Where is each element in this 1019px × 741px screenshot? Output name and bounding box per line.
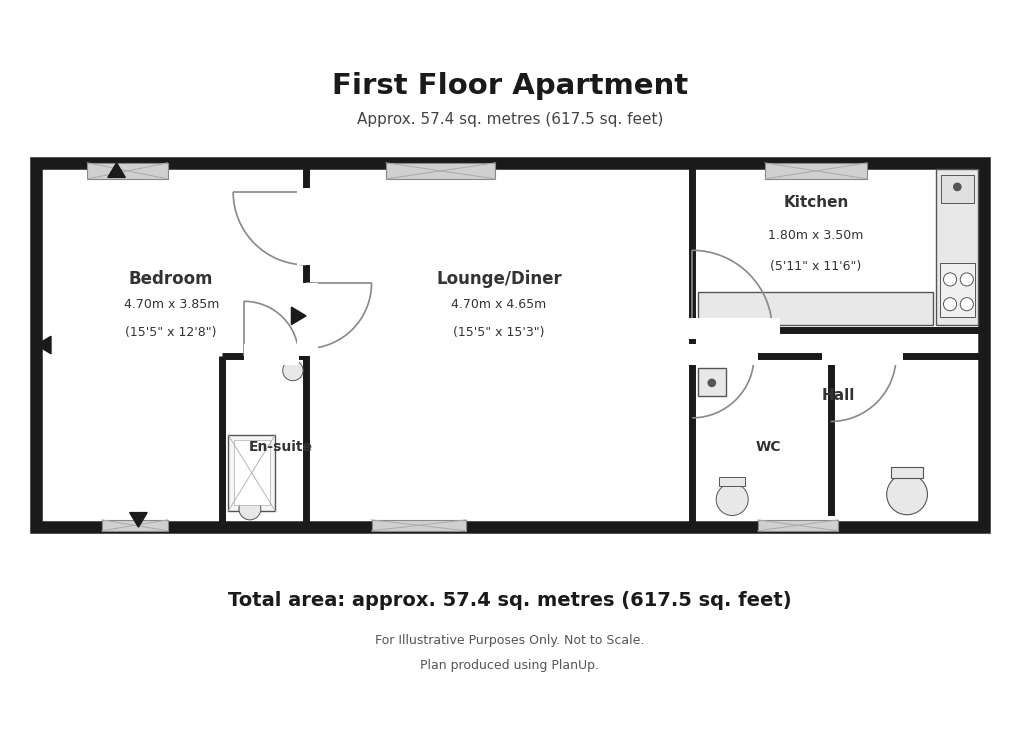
Bar (240, 494, 259, 501)
Text: Approx. 57.4 sq. metres (617.5 sq. feet): Approx. 57.4 sq. metres (617.5 sq. feet) (357, 112, 662, 127)
Circle shape (707, 379, 714, 387)
Bar (683, 318, 779, 339)
Bar (297, 188, 318, 265)
Text: Lounge/Diner: Lounge/Diner (436, 270, 561, 288)
Circle shape (943, 273, 956, 286)
Bar (386, 163, 495, 179)
Polygon shape (108, 163, 125, 177)
Bar (371, 516, 466, 531)
Text: First Floor Apartment: First Floor Apartment (331, 73, 688, 100)
Text: Total area: approx. 57.4 sq. metres (617.5 sq. feet): Total area: approx. 57.4 sq. metres (617… (228, 591, 791, 610)
Text: (15'5" x 12'8"): (15'5" x 12'8") (125, 326, 217, 339)
Polygon shape (129, 513, 147, 527)
Bar (37, 163, 982, 527)
Bar (102, 520, 167, 531)
Circle shape (282, 360, 303, 381)
Bar (718, 477, 745, 486)
Circle shape (959, 273, 972, 286)
Bar (757, 516, 837, 531)
Text: (15'5" x 15'3"): (15'5" x 15'3") (452, 326, 544, 339)
Text: WC: WC (755, 440, 781, 454)
Circle shape (715, 483, 748, 516)
Bar (938, 262, 974, 317)
Bar (940, 175, 973, 203)
Circle shape (953, 183, 960, 190)
Bar (683, 344, 757, 365)
Bar (764, 163, 866, 179)
Circle shape (943, 298, 956, 310)
Text: Hall: Hall (820, 388, 854, 404)
Bar (88, 163, 167, 179)
Bar (757, 520, 837, 531)
Text: En-suite: En-suite (249, 440, 312, 454)
Bar (102, 516, 167, 531)
Text: Kitchen: Kitchen (783, 196, 848, 210)
Polygon shape (291, 307, 306, 325)
Bar (935, 169, 977, 325)
Bar (371, 520, 466, 531)
Bar (697, 368, 725, 396)
Text: 4.70m x 4.65m: 4.70m x 4.65m (451, 299, 546, 311)
Circle shape (886, 474, 926, 515)
Text: Bedroom: Bedroom (128, 270, 213, 288)
Text: (5'11" x 11'6"): (5'11" x 11'6") (769, 260, 861, 273)
Text: Plan produced using PlanUp.: Plan produced using PlanUp. (420, 659, 599, 672)
Circle shape (238, 498, 261, 520)
Circle shape (959, 298, 972, 310)
Bar (821, 344, 903, 365)
Bar (244, 344, 299, 365)
Bar (697, 292, 931, 325)
Bar (233, 440, 269, 505)
Polygon shape (37, 336, 51, 353)
Bar (891, 468, 922, 479)
Text: For Illustrative Purposes Only. Not to Scale.: For Illustrative Purposes Only. Not to S… (375, 634, 644, 647)
Bar (297, 283, 318, 356)
Bar (228, 435, 275, 511)
Text: 4.70m x 3.85m: 4.70m x 3.85m (123, 299, 219, 311)
Text: 1.80m x 3.50m: 1.80m x 3.50m (767, 229, 863, 242)
